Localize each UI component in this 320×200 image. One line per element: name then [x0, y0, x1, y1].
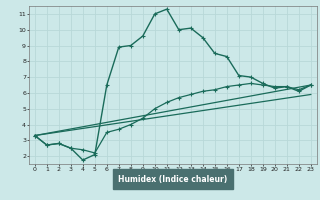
X-axis label: Humidex (Indice chaleur): Humidex (Indice chaleur) — [118, 175, 228, 184]
